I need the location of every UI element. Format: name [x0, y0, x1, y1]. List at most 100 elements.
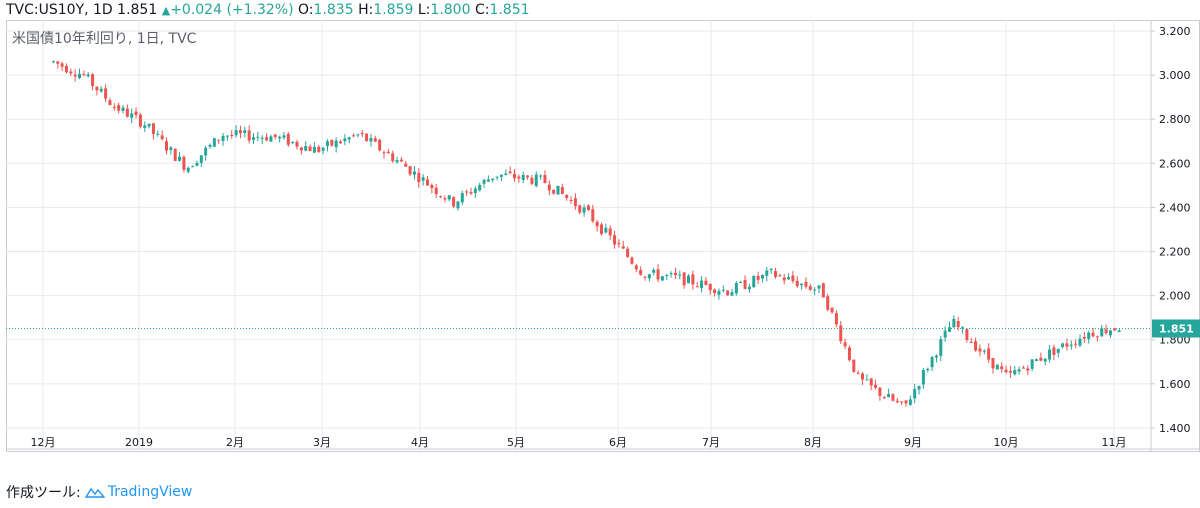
candle-body-139	[656, 269, 660, 280]
ohlc-header: TVC:US10Y, 1D 1.851 ▲+0.024 (+1.32%) O:1…	[6, 0, 530, 20]
candle-body-101	[491, 178, 495, 181]
y-tick-label-0: 3.200	[1159, 25, 1191, 38]
cloud-icon	[84, 487, 105, 498]
candle-body-243	[1108, 330, 1112, 336]
x-tick-label-4: 4月	[411, 436, 429, 449]
candle-body-207	[952, 318, 956, 328]
candle-body-123	[586, 205, 590, 210]
candle-body-83	[412, 171, 416, 175]
y-tick-label-9: 1.400	[1159, 422, 1191, 435]
candle-body-230	[1052, 347, 1056, 355]
candle-body-32	[191, 166, 195, 168]
candle-body-167	[778, 275, 782, 277]
candle-body-54	[286, 133, 290, 145]
price-chart[interactable]: 3.2003.0002.8002.6002.4002.2002.0001.800…	[6, 20, 1200, 452]
candle-body-90	[443, 198, 447, 200]
candle-body-224	[1026, 368, 1030, 371]
candle-body-161	[752, 276, 756, 288]
tradingview-logo[interactable]: TradingView	[84, 484, 192, 500]
candle-body-164	[765, 270, 769, 276]
candle-body-63	[325, 141, 329, 147]
candle-body-193	[891, 394, 895, 401]
candle-body-1	[56, 61, 60, 64]
candle-body-16	[121, 107, 125, 111]
candle-body-28	[173, 148, 177, 161]
candle-body-210	[965, 329, 969, 340]
candle-body-31	[186, 167, 190, 172]
candle-body-229	[1048, 349, 1052, 360]
candle-body-7	[82, 74, 86, 76]
candle-body-110	[530, 177, 534, 184]
candle-body-3	[64, 65, 68, 73]
footer-label: 作成ツール:	[6, 485, 81, 501]
candle-body-198	[913, 389, 917, 399]
candle-body-104	[504, 173, 508, 175]
candle-body-189	[874, 384, 878, 388]
candle-body-26	[165, 141, 169, 151]
candle-body-245	[1117, 330, 1121, 332]
candle-body-115	[552, 189, 556, 194]
candle-body-72	[365, 133, 369, 142]
candle-body-226	[1035, 359, 1039, 361]
candle-body-231	[1056, 348, 1060, 353]
candle-body-227	[1039, 357, 1043, 361]
candle-body-79	[395, 160, 399, 163]
candle-body-91	[447, 195, 451, 200]
low-value: 1.800	[430, 2, 471, 18]
candle-body-151	[708, 284, 712, 291]
candle-body-53	[282, 135, 286, 138]
candle-body-96	[469, 192, 473, 194]
candle-body-233	[1065, 343, 1069, 347]
candle-body-222	[1017, 369, 1021, 372]
x-tick-label-2: 2月	[226, 436, 244, 449]
candle-body-37	[212, 138, 216, 147]
candle-body-156	[730, 292, 734, 296]
candle-body-185	[856, 372, 860, 374]
candle-body-180	[834, 313, 838, 325]
x-tick-label-5: 5月	[507, 436, 525, 449]
candle-body-126	[600, 224, 604, 234]
candle-body-23	[151, 123, 155, 134]
candle-body-97	[473, 188, 477, 194]
candle-body-239	[1091, 332, 1095, 337]
candle-body-179	[830, 307, 834, 313]
candle-body-51	[273, 134, 277, 137]
candle-body-201	[926, 368, 930, 371]
candle-body-218	[1000, 366, 1004, 370]
candle-body-212	[974, 341, 978, 351]
candle-body-178	[826, 296, 830, 310]
candle-body-80	[399, 159, 403, 162]
candle-body-100	[486, 179, 490, 182]
candle-body-74	[373, 138, 377, 142]
candle-body-66	[339, 141, 343, 144]
candle-body-98	[478, 184, 482, 191]
candle-body-182	[843, 342, 847, 347]
candle-body-41	[230, 135, 234, 137]
candle-body-18	[130, 113, 134, 118]
candle-body-213	[978, 348, 982, 352]
candle-body-105	[508, 171, 512, 174]
candle-body-20	[138, 114, 142, 127]
candle-body-30	[182, 156, 186, 170]
candle-body-49	[265, 137, 269, 141]
candle-body-120	[573, 198, 577, 207]
candle-body-206	[948, 327, 952, 332]
candle-body-240	[1095, 336, 1099, 338]
candle-body-160	[747, 286, 751, 290]
candle-body-12	[104, 88, 108, 99]
candle-body-223	[1021, 367, 1025, 369]
candle-body-109	[526, 175, 530, 178]
candle-body-85	[421, 177, 425, 181]
candle-body-183	[847, 347, 851, 361]
candle-body-188	[869, 378, 873, 386]
candle-body-172	[800, 283, 804, 286]
candle-body-68	[347, 137, 351, 140]
candle-body-165	[769, 268, 773, 270]
high-value: 1.859	[373, 2, 414, 18]
candle-body-61	[317, 146, 321, 152]
candle-body-44	[243, 130, 247, 133]
candle-body-38	[217, 139, 221, 141]
candle-body-114	[547, 184, 551, 191]
candle-body-55	[291, 141, 295, 144]
candle-body-237	[1082, 336, 1086, 339]
